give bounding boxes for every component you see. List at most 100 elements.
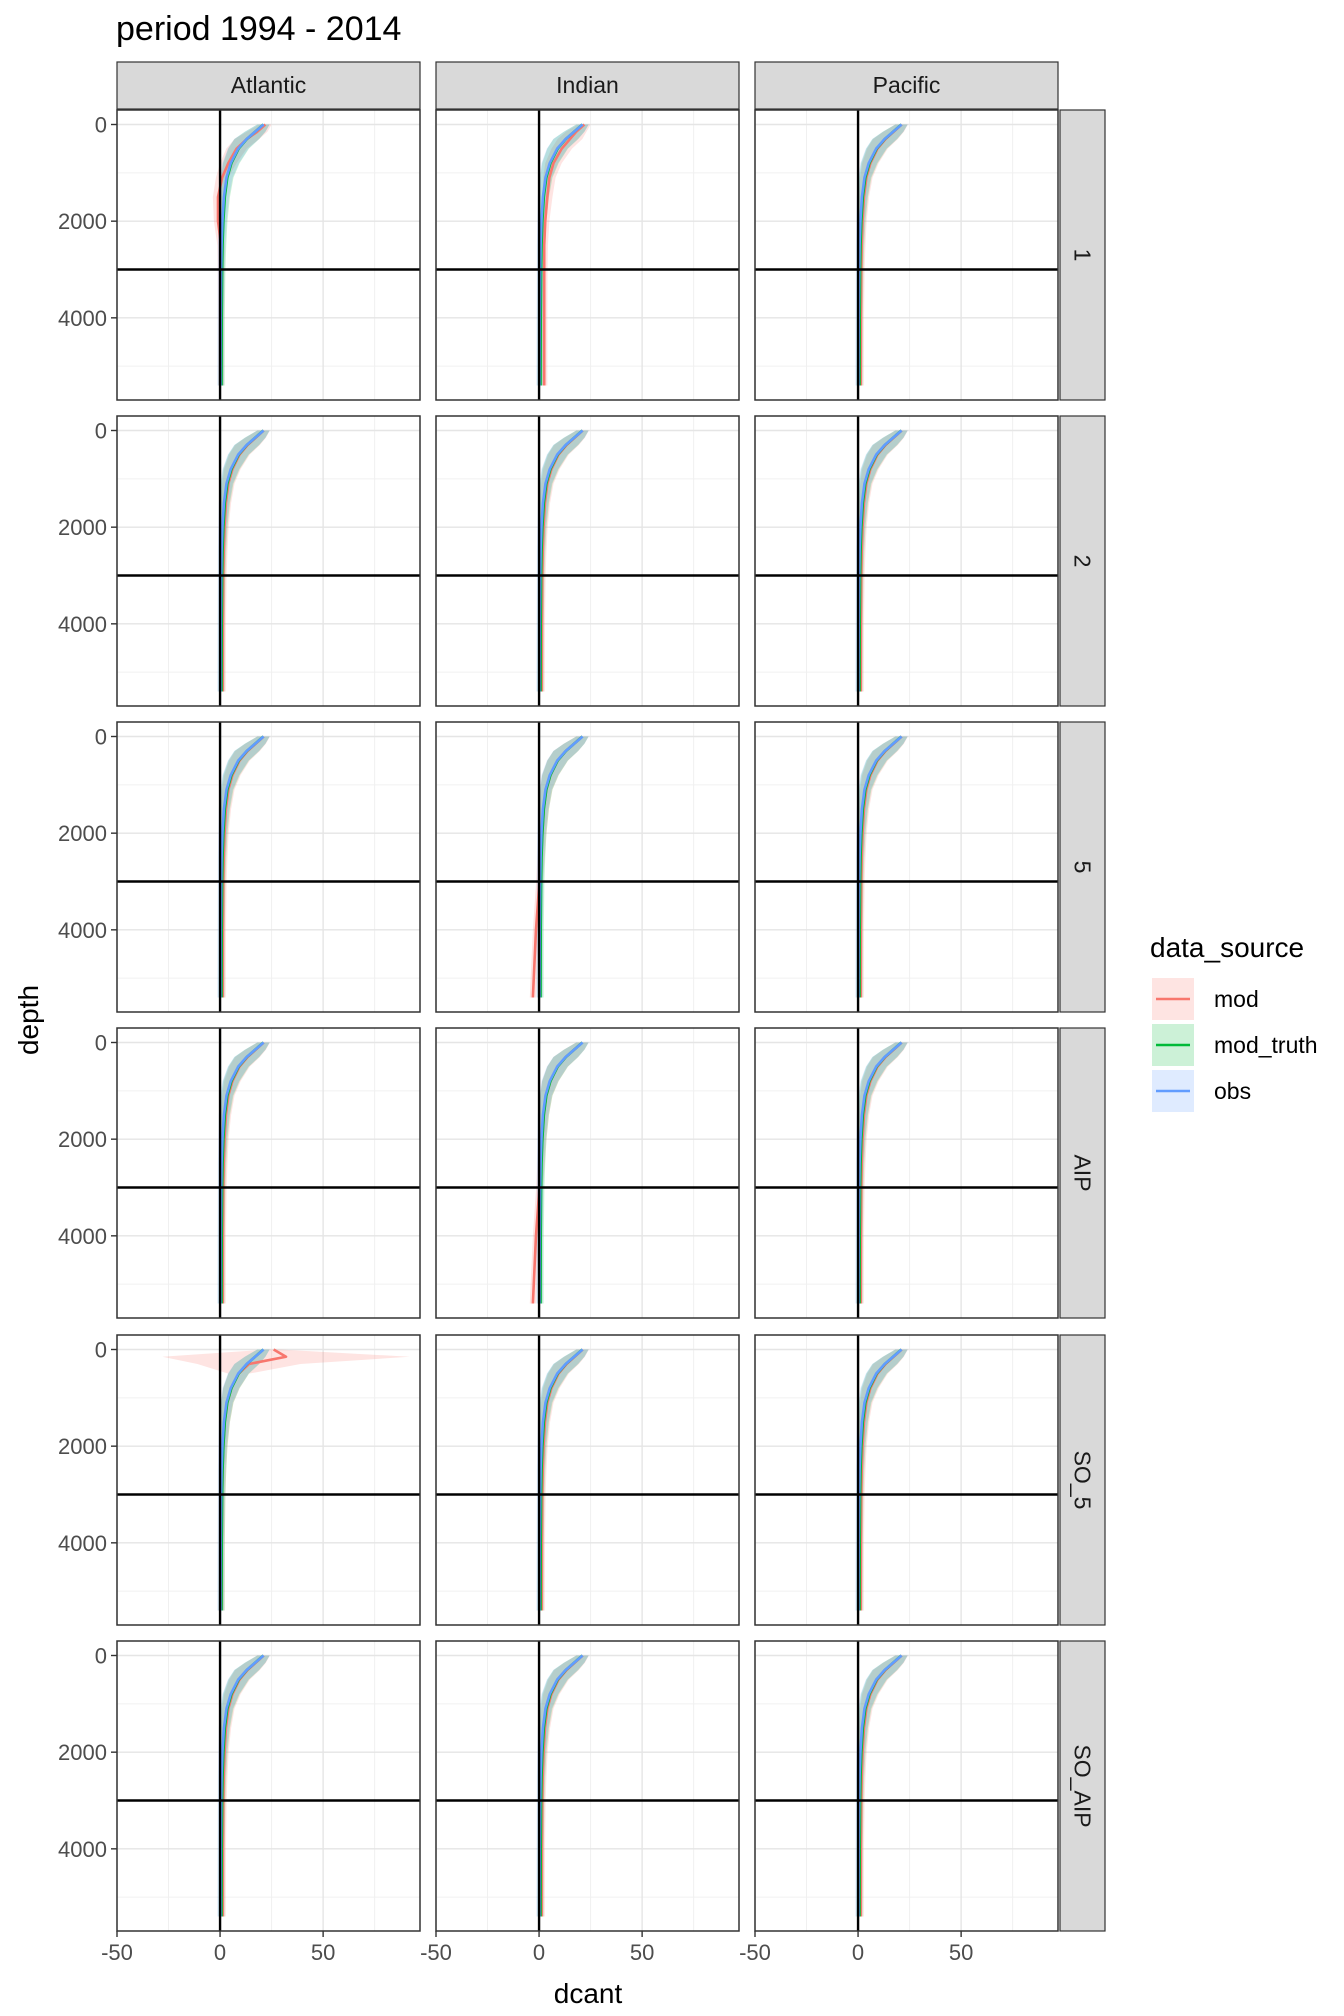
panel-background bbox=[117, 1335, 420, 1625]
ribbon-mod_truth bbox=[218, 736, 270, 998]
ribbon-mod bbox=[857, 1655, 908, 1917]
legend-title: data_source bbox=[1150, 932, 1304, 963]
y-tick-label: 0 bbox=[95, 1338, 107, 1363]
ribbon-mod_truth bbox=[218, 1655, 270, 1917]
x-tick-label: 0 bbox=[852, 1940, 864, 1965]
column-strip-pacific: Pacific bbox=[754, 61, 1059, 110]
panel-background bbox=[755, 110, 1058, 400]
ribbon-mod bbox=[857, 736, 908, 998]
row-strip-2: 2 bbox=[1059, 415, 1106, 707]
panel-border bbox=[754, 415, 1059, 707]
panel-border bbox=[116, 1334, 421, 1626]
x-tick-label: -50 bbox=[739, 1940, 771, 1965]
panel-indian-so_5 bbox=[435, 1334, 740, 1626]
panel-border bbox=[435, 415, 740, 707]
panel-border bbox=[435, 721, 740, 1013]
ribbon-mod_truth bbox=[537, 736, 589, 998]
x-axis-title: dcant bbox=[554, 1978, 623, 2009]
panel-border bbox=[754, 721, 1059, 1013]
panel-indian-aip bbox=[435, 1027, 740, 1319]
row-strip-5: 5 bbox=[1059, 721, 1106, 1013]
y-tick-label: 2000 bbox=[58, 821, 107, 846]
panel-border bbox=[754, 1027, 1059, 1319]
panel-indian-1 bbox=[435, 109, 740, 401]
ribbon-mod_truth bbox=[856, 430, 908, 692]
y-tick-label: 2000 bbox=[58, 1434, 107, 1459]
row-strip-label: 2 bbox=[1070, 555, 1096, 568]
ribbon-mod bbox=[219, 736, 270, 998]
row-strip-label: SO_AIP bbox=[1070, 1744, 1096, 1827]
y-tick-label: 4000 bbox=[58, 1531, 107, 1556]
panel-background bbox=[117, 1641, 420, 1931]
chart-title: period 1994 - 2014 bbox=[116, 10, 401, 48]
ribbon-mod bbox=[538, 1349, 589, 1611]
panel-background bbox=[436, 722, 739, 1012]
ribbon-mod bbox=[219, 430, 270, 692]
ribbon-mod_truth bbox=[856, 736, 908, 998]
panel-atlantic-so_5 bbox=[116, 1334, 421, 1626]
y-tick-label: 4000 bbox=[58, 306, 107, 331]
ribbon-mod bbox=[857, 1042, 908, 1304]
row-strip-so_5: SO_5 bbox=[1059, 1334, 1106, 1626]
row-strip-so_aip: SO_AIP bbox=[1059, 1640, 1106, 1932]
ribbon-mod_truth bbox=[537, 1349, 589, 1611]
ribbon-mod_truth bbox=[537, 430, 589, 692]
x-tick-label: 50 bbox=[311, 1940, 335, 1965]
ribbon-mod bbox=[538, 1655, 589, 1917]
y-tick-label: 0 bbox=[95, 113, 107, 138]
x-tick-label: 50 bbox=[630, 1940, 654, 1965]
ribbon-mod_truth bbox=[537, 124, 589, 386]
panel-background bbox=[117, 1028, 420, 1318]
panel-indian-5 bbox=[435, 721, 740, 1013]
ribbon-mod bbox=[538, 430, 589, 692]
ribbon-mod bbox=[857, 430, 908, 692]
legend-item-mod_truth: mod_truth bbox=[1152, 1024, 1318, 1066]
panel-pacific-so_aip bbox=[754, 1640, 1059, 1932]
panel-background bbox=[436, 1028, 739, 1318]
panel-background bbox=[436, 1335, 739, 1625]
panel-atlantic-2 bbox=[116, 415, 421, 707]
x-tick-label: 0 bbox=[214, 1940, 226, 1965]
y-tick-label: 2000 bbox=[58, 209, 107, 234]
series-line-mod bbox=[542, 123, 586, 386]
panel-background bbox=[755, 722, 1058, 1012]
ribbon-mod_truth bbox=[856, 1042, 908, 1304]
row-strip-1: 1 bbox=[1059, 109, 1106, 401]
ribbon-mod_truth bbox=[218, 1349, 270, 1611]
panel-background bbox=[755, 1335, 1058, 1625]
ribbon-mod bbox=[219, 1042, 270, 1304]
row-strip-label: SO_5 bbox=[1070, 1451, 1096, 1510]
panel-border bbox=[754, 1640, 1059, 1932]
panel-background bbox=[436, 1641, 739, 1931]
ribbon-mod_truth bbox=[218, 124, 270, 386]
y-tick-label: 0 bbox=[95, 725, 107, 750]
ribbon-mod_truth bbox=[537, 1655, 589, 1917]
column-strip-label: Indian bbox=[556, 72, 619, 98]
legend-item-mod: mod bbox=[1152, 978, 1259, 1020]
y-tick-label: 4000 bbox=[58, 1837, 107, 1862]
ribbon-mod_truth bbox=[856, 124, 908, 386]
panel-pacific-so_5 bbox=[754, 1334, 1059, 1626]
y-tick-label: 4000 bbox=[58, 612, 107, 637]
y-axis-title: depth bbox=[13, 985, 44, 1055]
ribbon-mod bbox=[857, 1349, 908, 1611]
ribbon-mod bbox=[219, 1655, 270, 1917]
legend-label: mod bbox=[1214, 986, 1259, 1012]
panel-border bbox=[435, 109, 740, 401]
panel-border bbox=[435, 1027, 740, 1319]
panel-background bbox=[117, 110, 420, 400]
column-strip-label: Atlantic bbox=[231, 72, 306, 98]
panel-background bbox=[755, 1028, 1058, 1318]
panel-border bbox=[116, 1027, 421, 1319]
axes: 0 2000 4000 0 2000 4000 0 2000 4000 0 2000 4000 0 200… bbox=[58, 113, 973, 1966]
y-tick-label: 0 bbox=[95, 419, 107, 444]
panel-border bbox=[116, 721, 421, 1013]
ribbon-mod_truth bbox=[856, 1349, 908, 1611]
panel-background bbox=[755, 416, 1058, 706]
panel-pacific-1 bbox=[754, 109, 1059, 401]
panel-border bbox=[435, 1640, 740, 1932]
y-tick-label: 4000 bbox=[58, 1224, 107, 1249]
ribbon-mod_truth bbox=[218, 430, 270, 692]
panel-atlantic-so_aip bbox=[116, 1640, 421, 1932]
panel-border bbox=[116, 109, 421, 401]
